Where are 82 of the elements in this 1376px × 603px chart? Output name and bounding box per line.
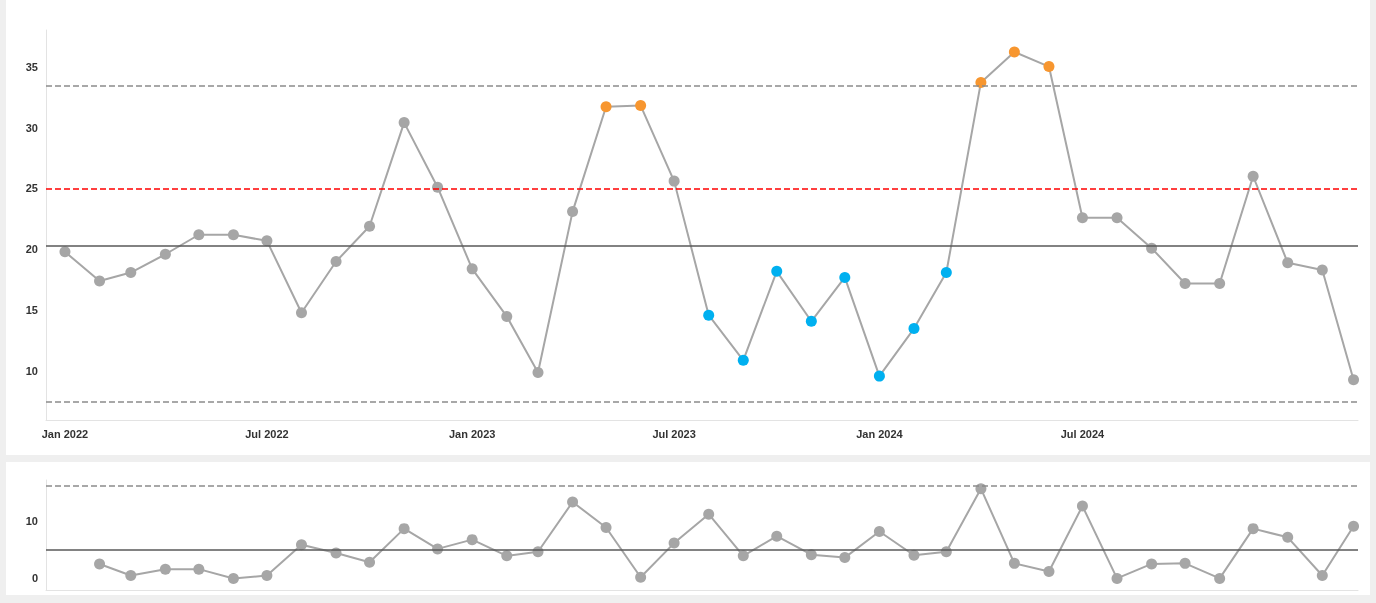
point <box>125 267 137 279</box>
point <box>125 570 137 582</box>
point <box>1008 557 1020 569</box>
point <box>1348 374 1360 386</box>
point <box>59 246 71 258</box>
point <box>330 256 342 268</box>
x-tick-label: Jan 2022 <box>41 427 89 440</box>
point <box>839 552 851 564</box>
point <box>737 550 749 562</box>
point <box>261 570 273 582</box>
point <box>1043 61 1055 73</box>
y-tick-label: 25 <box>25 182 38 195</box>
point <box>873 370 885 382</box>
point <box>1247 523 1259 535</box>
point <box>94 275 106 287</box>
point <box>737 354 749 366</box>
point <box>364 556 376 568</box>
point <box>501 310 513 322</box>
point <box>466 263 478 275</box>
point <box>1111 572 1123 584</box>
point <box>295 307 307 319</box>
point <box>668 537 680 549</box>
point <box>600 101 612 113</box>
point <box>1316 264 1328 276</box>
point <box>600 521 612 533</box>
point <box>227 229 239 241</box>
point <box>261 235 273 247</box>
point <box>703 309 715 321</box>
point <box>193 563 205 575</box>
point <box>771 530 783 542</box>
point <box>635 571 647 583</box>
point <box>567 496 579 508</box>
point <box>908 549 920 561</box>
point <box>1282 531 1294 543</box>
point <box>159 563 171 575</box>
x-tick-label: Jul 2022 <box>245 427 289 440</box>
point <box>1247 170 1259 182</box>
point <box>227 572 239 584</box>
y-tick-label: 10 <box>25 365 38 378</box>
point <box>159 248 171 260</box>
point <box>398 523 410 535</box>
point <box>703 508 715 520</box>
y-tick-label: 10 <box>25 514 38 527</box>
point <box>1282 257 1294 269</box>
point <box>1008 46 1020 58</box>
point <box>805 315 817 327</box>
point <box>635 100 647 112</box>
x-tick-label: Jul 2023 <box>652 427 696 440</box>
point <box>193 229 205 241</box>
point <box>1348 520 1360 532</box>
point <box>532 366 544 378</box>
y-tick-label: 35 <box>25 60 38 73</box>
point <box>771 265 783 277</box>
point <box>1043 565 1055 577</box>
point <box>1076 500 1088 512</box>
point <box>398 117 410 129</box>
point <box>1214 278 1226 289</box>
point <box>1316 570 1328 582</box>
y-tick-label: 20 <box>25 243 38 256</box>
x-tick-label: Jan 2024 <box>856 427 904 440</box>
point <box>1179 278 1191 289</box>
point <box>940 267 952 279</box>
point <box>1111 212 1123 224</box>
point <box>1076 212 1088 224</box>
y-tick-label: 15 <box>25 304 38 317</box>
x-tick-label: Jan 2023 <box>448 427 496 440</box>
point <box>501 550 513 562</box>
point <box>839 271 851 283</box>
point <box>1179 557 1191 569</box>
y-tick-label: 30 <box>25 121 38 134</box>
x-tick-label: Jul 2024 <box>1060 427 1106 440</box>
point <box>364 220 376 232</box>
point <box>94 558 106 570</box>
point <box>668 175 680 187</box>
point <box>873 526 885 538</box>
y-tick-label: 0 <box>31 572 38 585</box>
point <box>567 206 579 218</box>
point <box>908 323 920 335</box>
point <box>1214 572 1226 584</box>
point <box>466 534 478 546</box>
point <box>295 539 307 551</box>
point <box>1146 558 1158 570</box>
